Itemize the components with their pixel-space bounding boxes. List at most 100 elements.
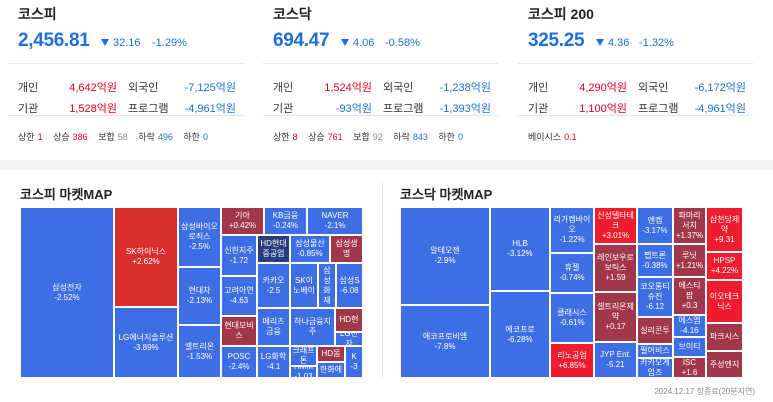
treemap-cell[interactable]: 삼성생명 [330, 235, 363, 263]
cell-change: +0.42% [228, 221, 257, 230]
treemap-cell[interactable]: LG화학 -4.1 [257, 346, 290, 378]
treemap-cell[interactable]: POSC -2.4% [221, 346, 257, 378]
treemap-cell[interactable]: 주성엔지 [706, 351, 743, 378]
cell-change: +9.31 [714, 234, 735, 244]
treemap-cell[interactable]: 신한지주 -1.72 [221, 235, 257, 276]
cell-change: -3.89% [133, 342, 159, 352]
cell-change: +1.37% [675, 230, 704, 240]
treemap-cell[interactable]: 파크시스 [706, 323, 743, 351]
treemap-cell[interactable]: 엔켐 -3.17% [637, 207, 673, 244]
treemap-cell[interactable]: 메리츠금융 [257, 308, 290, 346]
treemap-cell[interactable]: SK하이닉스 +2.62% [114, 207, 178, 307]
index-title[interactable]: 코스피 200 [528, 6, 594, 22]
treemap-cell[interactable]: 삼성전자 -2.52% [20, 207, 114, 378]
cell-name: LG전자 [339, 332, 359, 346]
advance-decline-stats: 상한 1 상승 386 보합 58 하락 496 하한 0 [18, 132, 208, 142]
treemap-cell[interactable]: 클래시스 -0.61% [550, 293, 594, 343]
cell-change: -3.12% [507, 249, 533, 258]
index-title[interactable]: 코스피 [18, 6, 57, 22]
cell-change: -6.08 [340, 285, 359, 295]
cell-name: 삼성물산 [295, 239, 325, 248]
investor-value: -1,238억원 [439, 82, 491, 94]
treemap-cell[interactable]: HD현대중공업 [257, 235, 290, 263]
treemap-cell[interactable]: 하나금융지주 [290, 308, 335, 346]
cell-name: 카카오 [262, 275, 285, 285]
cell-change: -2.13% [186, 296, 213, 305]
investor-value: -6,172억원 [694, 82, 746, 94]
treemap-cell[interactable]: ISC +1.6 [673, 357, 706, 378]
treemap-cell[interactable]: 에스티팜 +0.3 [673, 277, 706, 315]
investor-label: 개인 [18, 82, 39, 94]
treemap-cell[interactable]: 신성델타테크 +3.01% [594, 207, 637, 244]
treemap-cell[interactable]: 삼성S -6.08 [336, 263, 363, 308]
treemap-cell[interactable]: 레인보우로보틱스 +1.59 [594, 244, 637, 292]
treemap-cell[interactable]: 펩트론 -0.38% [637, 244, 673, 277]
cell-change: +1.59 [605, 273, 626, 282]
treemap-cell[interactable]: 현대차 -2.13% [178, 267, 221, 325]
divider [518, 115, 753, 116]
treemap-cell[interactable]: JYP Ent. -5.21 [594, 342, 637, 378]
treemap-cell[interactable]: SK이노베이 [290, 263, 318, 308]
treemap-cell[interactable]: HLB -3.12% [490, 207, 550, 291]
treemap-cell[interactable]: 에코프로 -6.28% [490, 291, 550, 378]
kosdaq-panel[interactable]: 코스닥 694.47 4.06 -0.58% 개인 1,524억원 외국인 -1… [255, 0, 510, 160]
treemap-cell[interactable]: LG에너지솔루션 -3.89% [114, 307, 178, 378]
treemap-cell[interactable]: K -3 [345, 346, 363, 378]
treemap-cell[interactable]: 파마리서치 +1.37% [673, 207, 706, 244]
treemap-cell[interactable]: 삼천당제약 +9.31 [706, 207, 743, 252]
treemap-cell[interactable]: 알테오젠 -2.9% [400, 207, 490, 305]
treemap-cell[interactable]: 크래프톤 [290, 346, 317, 366]
investor-label: 프로그램 [383, 103, 424, 115]
treemap-cell[interactable]: 코오롱티슈진 -6.12 [637, 277, 673, 317]
kospi200-panel[interactable]: 코스피 200 325.25 4.36 -1.32% 개인 4,290억원 외국… [510, 0, 773, 160]
treemap-cell[interactable]: 삼성화재 [318, 263, 336, 308]
treemap-cell[interactable]: 현대모비스 [221, 316, 257, 346]
treemap-cell[interactable]: HMM -1.03 [290, 366, 317, 378]
treemap-cell[interactable]: 삼성물산 -0.85% [290, 235, 330, 263]
cell-name: 브이티 [678, 342, 701, 351]
treemap-cell[interactable]: HD현 [335, 308, 363, 332]
treemap-cell[interactable]: 한화에 [317, 362, 345, 378]
kospi-treemap: 삼성전자 -2.52% SK하이닉스 +2.62% LG에너지솔루션 -3.89% 삼성바이… [20, 207, 363, 378]
index-price: 325.25 [528, 30, 585, 51]
treemap-cell[interactable]: 삼성바이오로직스 -2.5% [178, 207, 221, 267]
treemap-cell[interactable]: 셀트리온 -1.53% [178, 325, 221, 378]
treemap-cell[interactable]: 이오테크닉스 [706, 280, 743, 323]
index-title[interactable]: 코스닥 [273, 6, 312, 22]
advance-decline-stats: 상한 8 상승 761 보합 92 하락 843 하한 0 [273, 132, 463, 142]
treemap-cell[interactable]: 기아 +0.42% [221, 207, 264, 235]
cell-name: 에스티팜 [678, 281, 701, 300]
cell-name: 에코프로비엠 [422, 331, 468, 341]
investor-label: 기관 [273, 103, 294, 115]
cell-name: HD몸 [321, 349, 341, 358]
treemap-cell[interactable]: 펄어비스 [637, 344, 673, 358]
treemap-cell[interactable]: 리노공업 +6.85% [550, 343, 594, 378]
treemap-cell[interactable]: 리가켐바이오 -1.22% [550, 207, 594, 253]
treemap-cell[interactable]: 셀트리온제약 +0.17 [594, 292, 637, 342]
treemap-cell[interactable]: 루닛 +1.21% [673, 244, 706, 277]
treemap-cell[interactable]: 카카오게임즈 [637, 358, 673, 378]
treemap-cell[interactable]: 브이티 [673, 337, 706, 357]
down-triangle-icon [341, 39, 349, 46]
treemap-cell[interactable]: 실리콘투 [637, 317, 673, 344]
treemap-cell[interactable]: 카카오 -2.5 [257, 263, 290, 308]
treemap-cell[interactable]: HPSP +4.22% [706, 252, 743, 280]
kospi-map-title[interactable]: 코스피 마켓MAP [20, 187, 113, 202]
kospi-panel[interactable]: 코스피 2,456.81 32.16 -1.29% 개인 4,642억원 외국인… [0, 0, 255, 160]
treemap-cell[interactable]: KB금융 -0.24% [264, 207, 307, 235]
treemap-cell[interactable]: LG전자 [335, 332, 363, 346]
treemap-cell[interactable]: NAVER -2.1% [307, 207, 363, 235]
treemap-cell[interactable]: 에스엠 -4.16 [673, 315, 706, 337]
investor-label: 프로그램 [128, 103, 169, 115]
treemap-cell[interactable]: 휴젤 -0.74% [550, 253, 594, 293]
cell-name: SK하이닉스 [125, 247, 167, 256]
cell-name: 삼성바이오로직스 [181, 222, 218, 241]
treemap-cell[interactable]: 에코프로비엠 -7.8% [400, 305, 490, 378]
cell-change: +3.01% [601, 230, 630, 240]
cell-change: -2.1% [324, 221, 346, 230]
cell-name: 하나금융지주 [294, 317, 331, 336]
treemap-cell[interactable]: HD몸 [317, 346, 345, 362]
cell-name: 셀트리온제약 [597, 302, 634, 321]
treemap-cell[interactable]: 고려아연 -4.63 [221, 276, 257, 316]
kosdaq-map-title[interactable]: 코스닥 마켓MAP [400, 187, 493, 202]
